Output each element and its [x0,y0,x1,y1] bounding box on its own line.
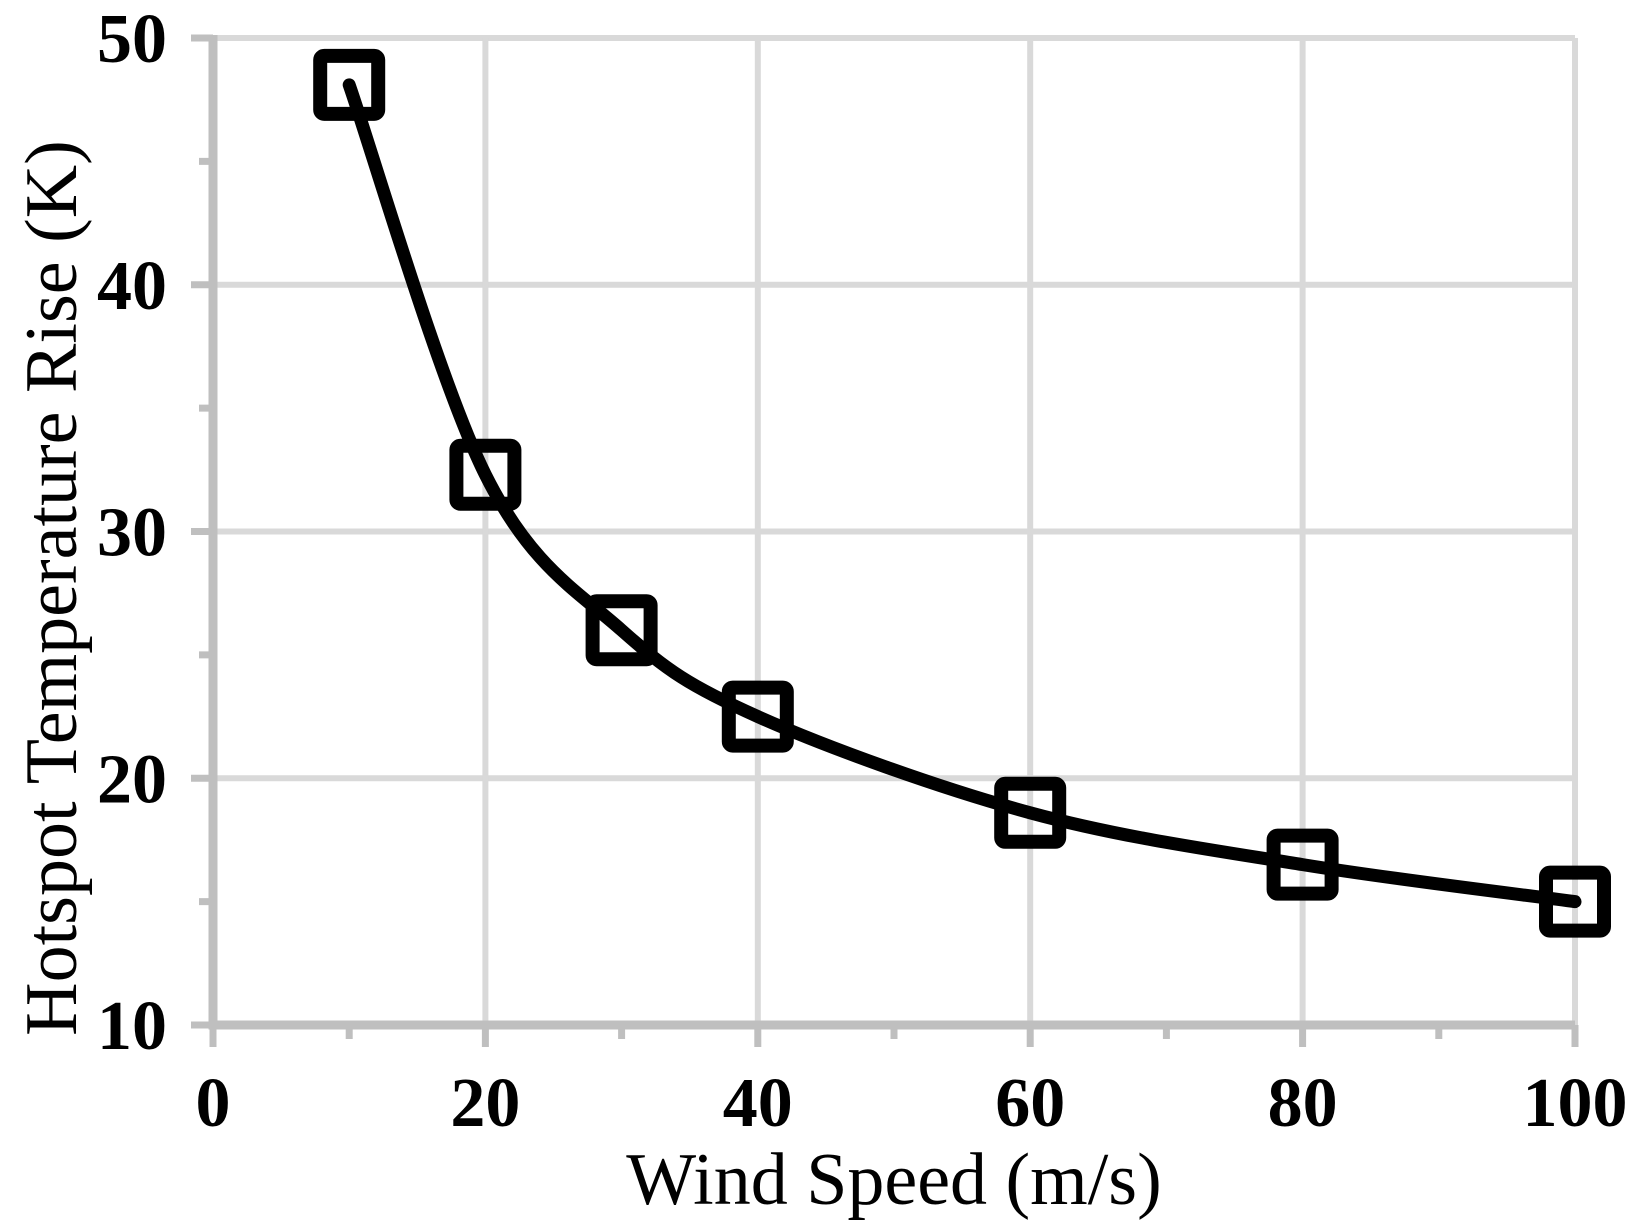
data-point-marker [721,680,794,753]
y-axis-title: Hotspot Temperature Rise (K) [11,140,93,1036]
y-tick-label: 40 [97,248,167,325]
y-tick-label: 20 [97,741,167,818]
x-tick-label: 100 [1523,1065,1628,1142]
data-point-marker [1266,828,1339,901]
y-tick-label: 10 [97,988,167,1065]
x-tick-label: 40 [723,1065,793,1142]
y-tick-label: 30 [97,495,167,572]
y-tick-label: 50 [97,1,167,78]
x-tick-label: 0 [196,1065,231,1142]
series-line [342,78,1582,909]
x-tick-label: 20 [450,1065,520,1142]
x-tick-label: 60 [995,1065,1065,1142]
x-axis-title: Wind Speed (m/s) [626,1139,1162,1221]
data-point-marker [449,438,522,511]
data-point-marker [1539,865,1611,938]
data-point-marker [994,776,1067,849]
data-point-marker [313,48,386,121]
x-tick-label: 80 [1268,1065,1338,1142]
data-point-marker [585,594,658,667]
